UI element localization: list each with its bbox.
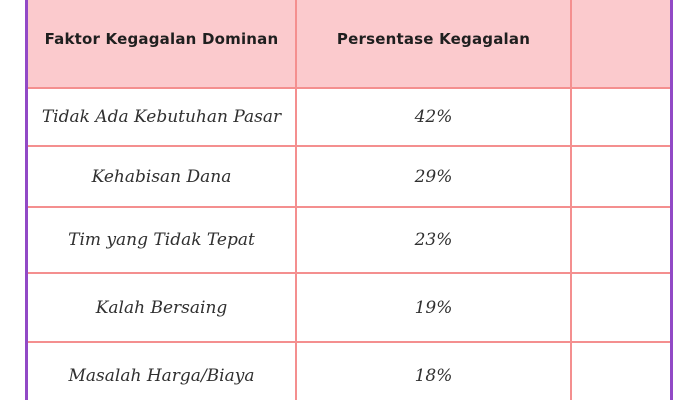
factor-cell: Tim yang Tidak Tepat bbox=[28, 208, 297, 272]
percentage-cell: 23% bbox=[297, 208, 572, 272]
failure-factors-table: Faktor Kegagalan Dominan Persentase Kega… bbox=[25, 0, 673, 400]
percentage-cell: 18% bbox=[297, 343, 572, 400]
factor-cell: Masalah Harga/Biaya bbox=[28, 343, 297, 400]
table-row: Tidak Ada Kebutuhan Pasar 42% bbox=[28, 89, 670, 147]
factor-cell: Kehabisan Dana bbox=[28, 147, 297, 206]
column-header-factor: Faktor Kegagalan Dominan bbox=[28, 0, 297, 87]
table-row: Kalah Bersaing 19% bbox=[28, 274, 670, 343]
empty-cell bbox=[572, 343, 670, 400]
table-header-row: Faktor Kegagalan Dominan Persentase Kega… bbox=[28, 0, 670, 89]
table-row: Masalah Harga/Biaya 18% bbox=[28, 343, 670, 400]
table-row: Tim yang Tidak Tepat 23% bbox=[28, 208, 670, 274]
factor-cell: Kalah Bersaing bbox=[28, 274, 297, 341]
empty-cell bbox=[572, 89, 670, 145]
empty-cell bbox=[572, 147, 670, 206]
percentage-cell: 42% bbox=[297, 89, 572, 145]
factor-cell: Tidak Ada Kebutuhan Pasar bbox=[28, 89, 297, 145]
percentage-cell: 29% bbox=[297, 147, 572, 206]
percentage-cell: 19% bbox=[297, 274, 572, 341]
column-header-percentage: Persentase Kegagalan bbox=[297, 0, 572, 87]
table-row: Kehabisan Dana 29% bbox=[28, 147, 670, 208]
empty-cell bbox=[572, 208, 670, 272]
column-header-empty bbox=[572, 0, 670, 87]
empty-cell bbox=[572, 274, 670, 341]
